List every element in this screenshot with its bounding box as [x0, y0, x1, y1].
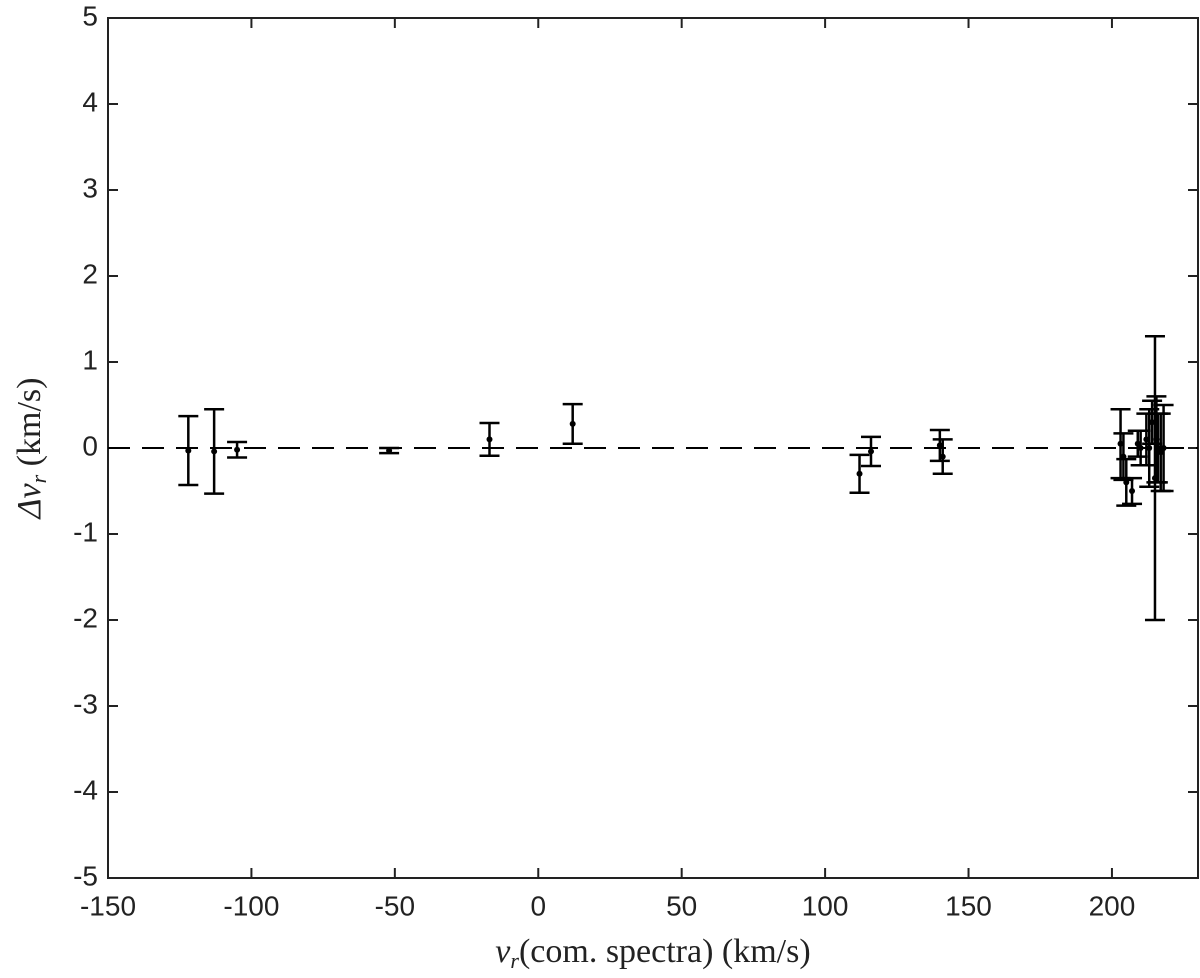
point [386, 447, 393, 454]
point [1143, 436, 1150, 443]
x-tick-label: -100 [223, 890, 279, 921]
x-axis-label: vr(com. spectra) (km/s) [495, 933, 810, 973]
y-tick-label: 0 [82, 430, 98, 461]
point [1154, 445, 1161, 451]
y-tick-label: -4 [73, 774, 98, 805]
point [486, 436, 493, 443]
y-tick-label: 4 [82, 86, 98, 117]
y-tick-label: -5 [73, 860, 98, 891]
point [856, 470, 863, 477]
point [936, 442, 943, 449]
point [1117, 440, 1124, 447]
y-tick-label: -1 [73, 516, 98, 547]
x-tick-label: 0 [530, 890, 546, 921]
x-tick-label: 100 [802, 890, 849, 921]
point [234, 446, 241, 453]
x-tick-label: -150 [80, 890, 136, 921]
x-tick-label: -50 [375, 890, 415, 921]
y-tick-label: 5 [82, 0, 98, 31]
point [569, 420, 576, 427]
point [868, 448, 874, 455]
point [1129, 488, 1136, 494]
y-tick-label: 3 [82, 172, 98, 203]
x-label-var: v [495, 933, 511, 970]
y-label-var: Δv [11, 482, 48, 520]
y-tick-label: 1 [82, 344, 98, 375]
y-tick-label: -2 [73, 602, 98, 633]
point [211, 448, 218, 455]
x-tick-label: 150 [945, 890, 992, 921]
x-tick-label: 200 [1089, 890, 1136, 921]
y-label-sub: r [26, 474, 51, 483]
x-label-sub: r [510, 948, 519, 973]
point [1137, 445, 1144, 451]
point [939, 453, 946, 460]
x-tick-label: 50 [666, 890, 697, 921]
y-axis-label: Δvr (km/s) [11, 378, 51, 521]
point [185, 447, 192, 454]
y-tick-label: -3 [73, 688, 98, 719]
point [1157, 449, 1164, 456]
y-label-rest: (km/s) [11, 378, 48, 475]
point [1160, 445, 1167, 451]
point [1146, 445, 1153, 451]
point [1134, 440, 1141, 447]
point [1149, 419, 1156, 426]
x-label-rest: (com. spectra) (km/s) [519, 933, 811, 970]
point [1123, 479, 1130, 486]
y-tick-label: 2 [82, 258, 98, 289]
